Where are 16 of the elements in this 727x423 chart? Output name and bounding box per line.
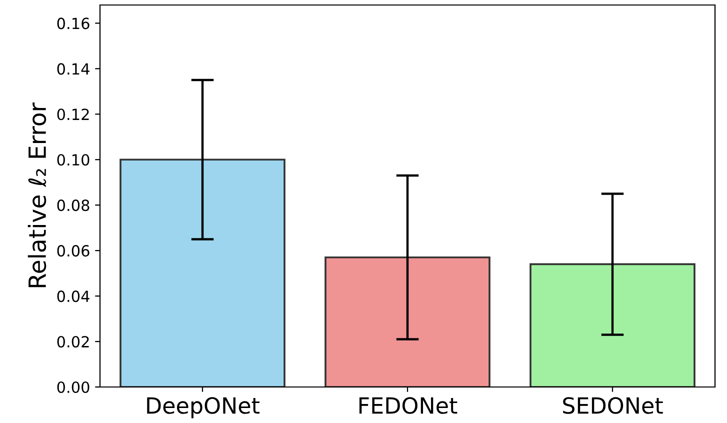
- x-tick-label: DeepONet: [147, 397, 260, 418]
- bar: [120, 158, 286, 387]
- y-tick-label: 0.10: [57, 154, 90, 166]
- y-tick-label: 0.02: [57, 336, 89, 348]
- x-tick-label: SEDONet: [563, 397, 663, 414]
- y-tick-label: 0.08: [57, 200, 90, 212]
- y-tick-label: 0.06: [57, 245, 90, 257]
- y-tick-label: 0.14: [57, 63, 90, 75]
- bar: [530, 263, 696, 387]
- y-tick-label: 0.12: [57, 108, 89, 120]
- y-axis-title: Relative ℓ₂ Error: [28, 102, 46, 288]
- y-tick-label: 0.16: [57, 18, 90, 30]
- bar: [324, 256, 490, 387]
- y-tick-label: 0.04: [57, 290, 90, 302]
- x-tick-label: FEDONet: [359, 397, 458, 414]
- y-tick-label: 0.00: [57, 381, 90, 394]
